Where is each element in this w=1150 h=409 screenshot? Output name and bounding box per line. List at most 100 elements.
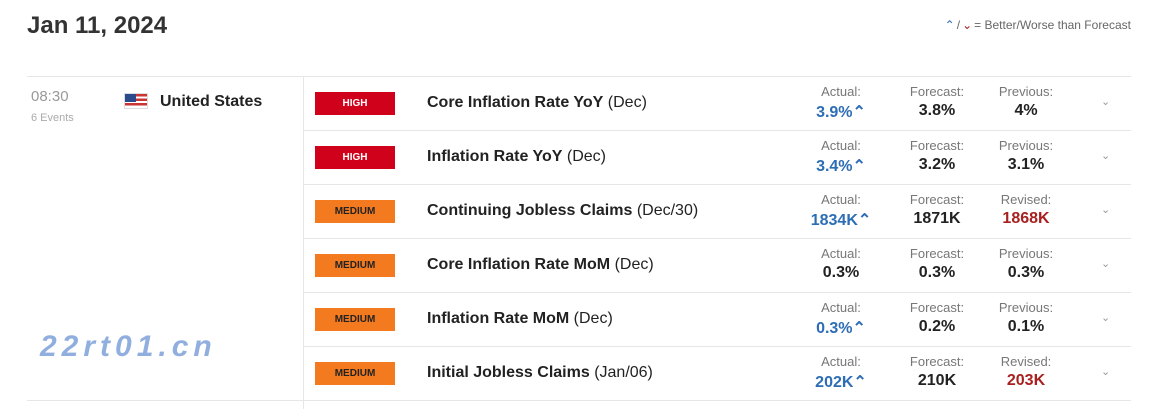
forecast-label: Forecast: <box>909 300 965 315</box>
forecast-label: Forecast: <box>909 192 965 207</box>
forecast-column: Forecast: 0.2% <box>892 300 982 336</box>
actual-column: Actual: 202K⌃ <box>796 354 886 392</box>
actual-value: 0.3% <box>816 320 853 337</box>
event-name[interactable]: Inflation Rate YoY (Dec) <box>427 148 606 166</box>
forecast-column: Forecast: 3.2% <box>892 138 982 174</box>
forecast-label: Forecast: <box>909 246 965 261</box>
better-arrow-icon: ⌃ <box>852 158 866 175</box>
previous-value: 0.1% <box>1007 318 1045 335</box>
impact-badge: MEDIUM <box>315 200 395 223</box>
previous-column: Previous: 0.3% <box>981 246 1071 282</box>
previous-column: Previous: 4% <box>981 84 1071 120</box>
event-count: 6 Events <box>31 112 74 124</box>
previous-column: Revised: 203K <box>981 354 1071 390</box>
event-list: HIGH Core Inflation Rate YoY (Dec) Actua… <box>303 77 1131 401</box>
forecast-legend: ⌃ / ⌄ = Better/Worse than Forecast <box>945 18 1131 32</box>
previous-value: 1868K <box>1002 210 1050 227</box>
forecast-value: 210K <box>917 372 957 389</box>
chevron-down-icon[interactable]: ⌄ <box>1101 204 1111 216</box>
actual-value: 0.3% <box>822 264 860 281</box>
event-period: (Dec) <box>607 94 647 111</box>
event-name[interactable]: Continuing Jobless Claims (Dec/30) <box>427 202 698 220</box>
chevron-down-icon[interactable]: ⌄ <box>1101 312 1111 324</box>
previous-column: Previous: 0.1% <box>981 300 1071 336</box>
actual-value: 1834K <box>810 212 858 229</box>
actual-label: Actual: <box>821 84 861 99</box>
impact-badge: MEDIUM <box>315 308 395 331</box>
event-name[interactable]: Initial Jobless Claims (Jan/06) <box>427 364 653 382</box>
actual-label: Actual: <box>821 138 861 153</box>
actual-column: Actual: 3.4%⌃ <box>796 138 886 176</box>
event-name[interactable]: Core Inflation Rate YoY (Dec) <box>427 94 647 112</box>
actual-column: Actual: 1834K⌃ <box>796 192 886 230</box>
previous-value: 4% <box>1014 102 1038 119</box>
forecast-value: 3.8% <box>918 102 956 119</box>
event-period: (Jan/06) <box>594 364 653 381</box>
impact-badge: HIGH <box>315 92 395 115</box>
previous-label: Revised: <box>1000 354 1052 369</box>
previous-value: 3.1% <box>1007 156 1045 173</box>
better-arrow-icon: ⌃ <box>853 374 867 391</box>
forecast-value: 0.3% <box>918 264 956 281</box>
chevron-down-icon[interactable]: ⌄ <box>1101 366 1111 378</box>
event-row[interactable]: MEDIUM Continuing Jobless Claims (Dec/30… <box>303 185 1131 239</box>
previous-value: 0.3% <box>1007 264 1045 281</box>
previous-label: Previous: <box>998 246 1054 261</box>
worse-arrow-icon: ⌄ <box>962 18 973 32</box>
better-arrow-icon: ⌃ <box>857 212 872 229</box>
event-time: 08:30 <box>31 88 69 105</box>
event-title: Inflation Rate MoM <box>427 310 570 327</box>
better-arrow-icon: ⌃ <box>852 320 866 337</box>
impact-badge: MEDIUM <box>315 362 395 385</box>
previous-column: Revised: 1868K <box>981 192 1071 228</box>
event-title: Core Inflation Rate YoY <box>427 94 604 111</box>
event-row[interactable]: MEDIUM Inflation Rate MoM (Dec) Actual: 0… <box>303 293 1131 347</box>
event-row[interactable]: HIGH Inflation Rate YoY (Dec) Actual: 3.4… <box>303 131 1131 185</box>
previous-value: 203K <box>1006 372 1046 389</box>
previous-label: Previous: <box>998 300 1054 315</box>
actual-column: Actual: 0.3%⌃ <box>796 300 886 338</box>
event-name[interactable]: Core Inflation Rate MoM (Dec) <box>427 256 654 274</box>
event-period: (Dec) <box>614 256 654 273</box>
impact-badge: MEDIUM <box>315 254 395 277</box>
actual-value: 3.4% <box>816 158 853 175</box>
event-title: Inflation Rate YoY <box>427 148 563 165</box>
divider <box>303 76 304 409</box>
event-period: (Dec) <box>573 310 613 327</box>
watermark: 22rt01.cn <box>40 330 217 363</box>
event-row[interactable]: MEDIUM Initial Jobless Claims (Jan/06) A… <box>303 347 1131 401</box>
event-row[interactable]: HIGH Core Inflation Rate YoY (Dec) Actua… <box>303 77 1131 131</box>
divider <box>27 76 1131 77</box>
actual-value: 3.9% <box>816 104 853 121</box>
event-title: Initial Jobless Claims <box>427 364 590 381</box>
event-period: (Dec) <box>566 148 606 165</box>
previous-label: Previous: <box>998 84 1054 99</box>
divider <box>27 400 1131 401</box>
actual-column: Actual: 3.9%⌃ <box>796 84 886 122</box>
legend-text: = Better/Worse than Forecast <box>974 18 1131 32</box>
forecast-label: Forecast: <box>909 138 965 153</box>
forecast-value: 1871K <box>913 210 961 227</box>
legend-separator: / <box>956 18 961 32</box>
chevron-down-icon[interactable]: ⌄ <box>1101 150 1111 162</box>
forecast-label: Forecast: <box>909 84 965 99</box>
forecast-value: 0.2% <box>918 318 956 335</box>
previous-label: Revised: <box>1000 192 1052 207</box>
event-row[interactable]: MEDIUM Core Inflation Rate MoM (Dec) Act… <box>303 239 1131 293</box>
country-name: United States <box>160 93 263 110</box>
actual-value: 202K <box>815 374 854 391</box>
chevron-down-icon[interactable]: ⌄ <box>1101 96 1111 108</box>
forecast-column: Forecast: 3.8% <box>892 84 982 120</box>
actual-label: Actual: <box>821 300 861 315</box>
actual-label: Actual: <box>821 192 861 207</box>
better-arrow-icon: ⌃ <box>944 18 955 32</box>
chevron-down-icon[interactable]: ⌄ <box>1101 258 1111 270</box>
previous-label: Previous: <box>998 138 1054 153</box>
event-name[interactable]: Inflation Rate MoM (Dec) <box>427 310 613 328</box>
actual-label: Actual: <box>821 354 861 369</box>
better-arrow-icon: ⌃ <box>852 104 866 121</box>
event-title: Core Inflation Rate MoM <box>427 256 611 273</box>
event-period: (Dec/30) <box>636 202 699 219</box>
forecast-column: Forecast: 0.3% <box>892 246 982 282</box>
previous-column: Previous: 3.1% <box>981 138 1071 174</box>
